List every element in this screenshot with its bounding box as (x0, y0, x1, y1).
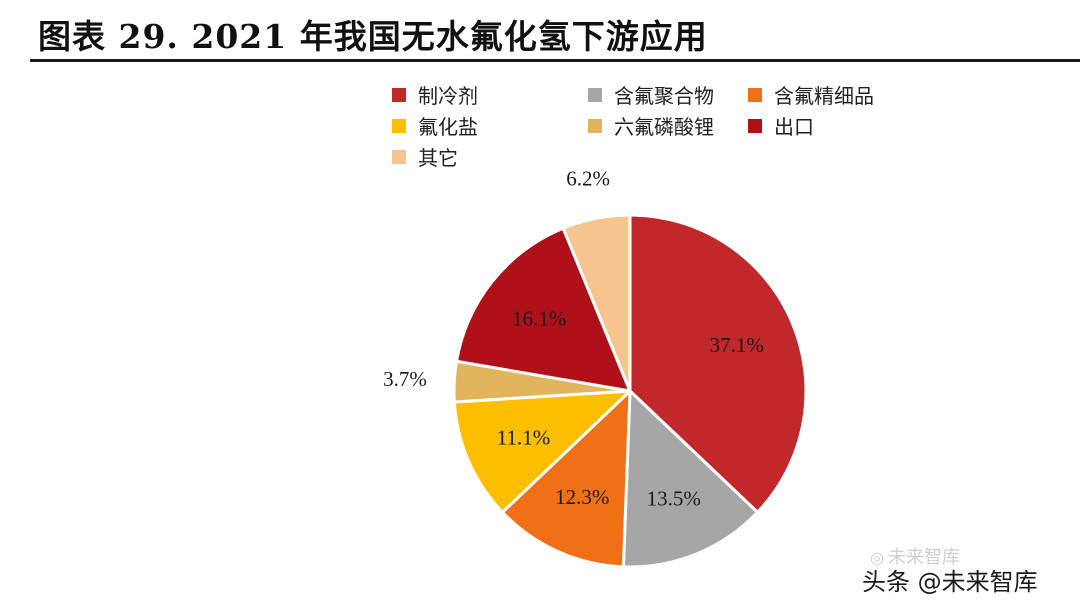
legend-swatch (392, 118, 406, 133)
legend-label: 氟化盐 (418, 115, 478, 139)
watermark: ◎ 未来智库 (870, 543, 960, 569)
pie-data-label: 37.1% (710, 333, 764, 357)
legend-label: 含氟聚合物 (614, 84, 714, 108)
legend-label: 出口 (774, 115, 814, 139)
legend-item: 氟化盐 (392, 111, 478, 140)
legend-swatch (748, 118, 762, 133)
legend-item: 六氟磷酸锂 (588, 111, 714, 140)
title-divider (30, 59, 1080, 62)
pie-data-label: 3.7% (383, 367, 427, 391)
legend-swatch (392, 87, 406, 102)
legend-item: 含氟精细品 (748, 80, 874, 109)
chart-legend: 制冷剂 含氟聚合物 含氟精细品氟化盐 六氟磷酸锂 出口其它 (392, 80, 952, 180)
pie-slice (628, 213, 808, 514)
legend-label: 制冷剂 (418, 84, 478, 108)
wechat-icon: ◎ (870, 548, 884, 567)
legend-label: 含氟精细品 (774, 84, 874, 108)
pie-slice (500, 389, 632, 569)
pie-data-label: 13.5% (647, 487, 701, 511)
legend-swatch (588, 118, 602, 133)
watermark-text: 未来智库 (887, 547, 960, 568)
pie-data-label: 6.2% (566, 167, 610, 191)
pie-data-label: 11.1% (497, 426, 550, 450)
footer-source: 头条 @未来智库 (862, 568, 1038, 596)
pie-slice (561, 213, 632, 393)
legend-swatch (748, 87, 762, 102)
pie-slice (621, 389, 760, 569)
legend-item: 出口 (748, 111, 814, 140)
legend-item: 含氟聚合物 (588, 80, 714, 109)
pie-slice (452, 389, 632, 514)
legend-label: 其它 (418, 146, 458, 170)
pie-slice (455, 226, 632, 393)
pie-data-label: 16.1% (512, 306, 566, 330)
legend-swatch (392, 149, 406, 164)
legend-item: 制冷剂 (392, 80, 478, 109)
pie-data-label: 12.3% (555, 485, 609, 509)
chart-title: 图表 29. 2021 年我国无水氟化氢下游应用 (38, 17, 708, 56)
legend-swatch (588, 87, 602, 102)
legend-item: 其它 (392, 142, 458, 171)
legend-label: 六氟磷酸锂 (614, 115, 714, 139)
